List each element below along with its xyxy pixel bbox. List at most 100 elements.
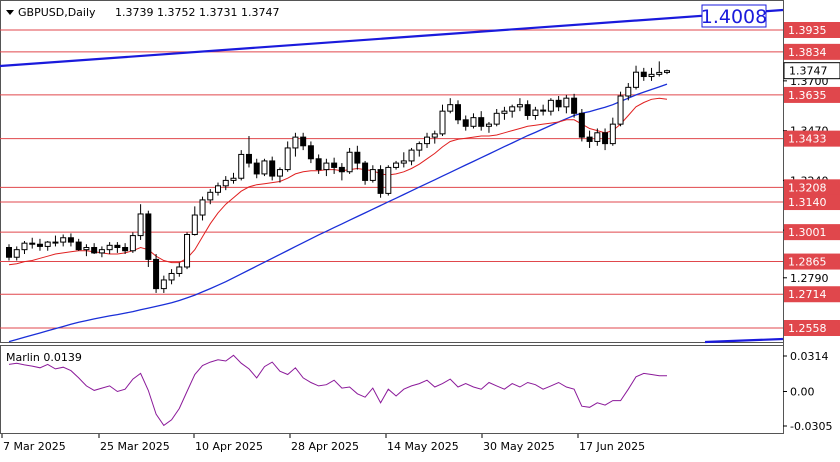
bull-candle-body [509, 106, 516, 112]
trendline-price-box: 1.4008 [701, 4, 767, 28]
bull-candle-body [656, 71, 663, 75]
bear-candle-body [245, 153, 252, 164]
bull-candle-body [106, 244, 113, 251]
bear-candle-body [145, 213, 152, 260]
bear-candle-body [75, 241, 82, 251]
bear-candle-body [122, 246, 129, 252]
bull-candle-body [424, 136, 431, 145]
level-price-tag [784, 320, 840, 336]
bull-candle-body [447, 104, 454, 112]
bear-candle-body [354, 151, 361, 164]
bull-candle-body [292, 136, 299, 149]
bull-candle-body [276, 169, 283, 177]
bull-candle-body [207, 191, 214, 201]
time-tick-label: 10 Apr 2025 [195, 440, 263, 453]
bull-candle-body [284, 147, 291, 171]
bull-candle-body [222, 179, 229, 187]
time-tick-label: 7 Mar 2025 [3, 440, 66, 453]
bear-candle-body [362, 162, 369, 181]
level-price-tag [784, 22, 840, 38]
bull-candle-body [184, 234, 191, 268]
bull-candle-body [516, 104, 523, 108]
bear-candle-body [29, 242, 36, 245]
level-price-label: 1.3834 [788, 46, 827, 59]
bear-candle-body [153, 258, 160, 290]
trendline-price-label: 1.4008 [701, 6, 767, 28]
bear-candle-body [315, 158, 322, 171]
level-price-tag [784, 286, 840, 303]
bear-candle-body [338, 166, 345, 173]
bear-candle-body [571, 97, 578, 114]
bull-candle-body [83, 246, 90, 251]
indicator-panel [0, 345, 784, 434]
bull-candle-body [439, 110, 446, 135]
dropdown-triangle-icon[interactable] [6, 10, 14, 15]
level-price-tag [784, 179, 840, 196]
indicator-label: Marlin 0.0139 [6, 351, 82, 364]
time-tick-label: 14 May 2025 [387, 440, 459, 453]
indicator-scale-label: 0.00 [790, 386, 815, 399]
bull-candle-body [176, 266, 183, 274]
level-price-tag [784, 224, 840, 241]
level-price-label: 1.3140 [788, 196, 827, 209]
bear-candle-body [377, 169, 384, 194]
bull-candle-body [617, 95, 624, 125]
bear-candle-body [578, 112, 585, 138]
price-scale: 1.39351.38341.37001.36351.34701.34331.32… [783, 22, 840, 336]
bull-candle-body [44, 241, 51, 247]
bear-candle-body [555, 99, 562, 108]
level-price-tag [784, 43, 840, 60]
bear-candle-body [640, 71, 647, 78]
bear-candle-body [114, 244, 121, 248]
bear-candle-body [524, 104, 531, 116]
level-price-label: 1.3001 [788, 226, 827, 239]
bear-candle-body [269, 160, 276, 177]
ohlc-values: 1.3739 1.3752 1.3731 1.3747 [115, 6, 279, 19]
bull-candle-body [664, 70, 670, 73]
bull-candle-body [400, 160, 407, 164]
bull-candle-body [369, 169, 376, 181]
bull-candle-body [21, 242, 28, 251]
bear-candle-body [300, 136, 307, 147]
level-price-tag [784, 194, 840, 211]
bull-candle-body [13, 249, 20, 258]
marlin-oscillator-line [8, 354, 668, 427]
level-price-label: 1.3433 [788, 133, 827, 146]
bear-candle-body [462, 119, 469, 127]
bear-candle-body [540, 109, 547, 112]
bull-candle-body [393, 162, 400, 168]
level-price-label: 1.3935 [788, 24, 827, 37]
bull-candle-body [60, 237, 67, 243]
bear-candle-body [602, 132, 609, 145]
bull-candle-body [609, 123, 616, 145]
bull-candle-body [485, 123, 492, 127]
bear-candle-body [67, 237, 74, 243]
indicator-layer: 0.0314 0.00 -0.0305 [8, 350, 832, 433]
level-price-label: 1.2865 [788, 256, 827, 269]
bull-candle-body [137, 213, 144, 237]
moving-averages [8, 83, 668, 343]
bear-candle-body [331, 162, 338, 168]
candles [6, 61, 670, 293]
lower-trend-line [704, 337, 784, 344]
bull-candle-body [215, 185, 222, 193]
current-price-label: 1.3747 [789, 65, 828, 78]
bull-candle-body [532, 109, 539, 116]
bull-candle-body [648, 73, 655, 78]
bull-candle-body [563, 97, 570, 108]
level-price-tag [784, 86, 840, 103]
bull-candle-body [160, 279, 167, 290]
bull-candle-body [416, 143, 423, 151]
bull-candle-body [547, 99, 554, 112]
time-axis: 7 Mar 2025 25 Mar 2025 10 Apr 2025 28 Apr 2… [1, 434, 645, 453]
trend-lines [0, 8, 784, 344]
bull-candle-body [493, 112, 500, 125]
bull-candle-body [633, 71, 640, 88]
bear-candle-body [6, 246, 12, 258]
time-tick-label: 28 Apr 2025 [291, 440, 359, 453]
chart-header: GBPUSD,Daily 1.3739 1.3752 1.3731 1.3747 [6, 6, 279, 19]
level-price-tag [784, 130, 840, 147]
bull-candle-body [168, 272, 175, 281]
